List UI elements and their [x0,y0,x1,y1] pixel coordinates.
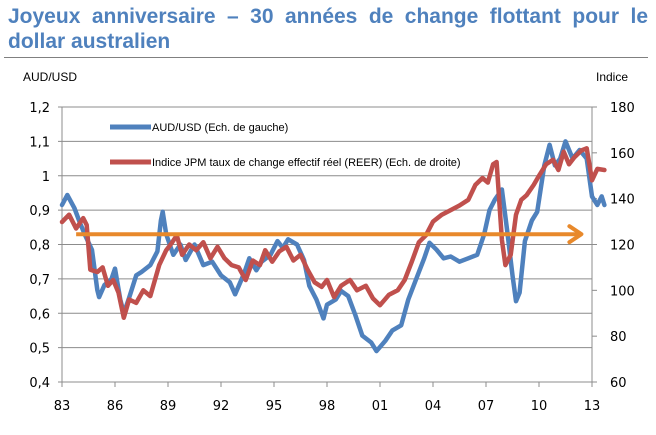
left-tick-label: 0,8 [29,239,50,254]
x-tick-label: 86 [107,399,124,414]
annotations [76,224,584,245]
axes [61,107,593,386]
right-tick-label: 100 [610,284,635,299]
x-tick-label: 92 [213,399,230,414]
series-line-audusd [59,139,607,354]
x-tick-label: 01 [372,399,389,414]
right-axis-title: Indice [596,70,629,84]
left-tick-label: 1,2 [29,101,50,116]
legend: AUD/USD (Ech. de gauche) Indice JPM taux … [110,122,461,169]
left-tick-label: 1,1 [29,135,50,150]
arrowhead-icon [567,224,584,245]
right-tick-label: 60 [610,376,627,391]
left-tick-label: 0,6 [29,307,50,322]
x-tick-label: 89 [160,399,177,414]
left-tick-label: 0,9 [29,204,50,219]
right-tick-label: 80 [610,330,627,345]
right-tick-label: 180 [610,101,635,116]
x-tick-label: 13 [584,399,601,414]
title-divider [4,57,648,58]
x-tick-label: 98 [319,399,336,414]
x-tick-label: 10 [531,399,548,414]
page-title: Joyeux anniversaire – 30 années de chang… [8,5,648,53]
left-tick-label: 0,4 [29,376,50,391]
x-tick-label: 83 [54,399,71,414]
left-axis-title: AUD/USD [23,70,78,84]
left-tick-label: 0,7 [29,273,50,288]
right-tick-label: 140 [610,193,635,208]
x-tick-label: 04 [425,399,442,414]
right-tick-label: 120 [610,239,635,254]
right-axis-ticks: 60 80 100 120 140 160 180 [592,101,635,391]
legend-label-reer: Indice JPM taux de change effectif réel … [152,157,461,169]
left-tick-label: 1 [42,170,50,185]
series-line-reer [59,146,607,321]
right-tick-label: 160 [610,147,635,162]
left-axis-ticks: 0,4 0,5 0,6 0,7 0,8 0,9 1 1,1 1,2 [29,101,50,391]
left-tick-label: 0,5 [29,342,50,357]
x-tick-label: 95 [266,399,283,414]
x-axis-ticks: 83 86 89 92 95 98 01 04 07 10 13 [54,382,601,414]
x-tick-label: 07 [478,399,495,414]
series-group [59,139,607,354]
legend-label-audusd: AUD/USD (Ech. de gauche) [152,122,288,134]
